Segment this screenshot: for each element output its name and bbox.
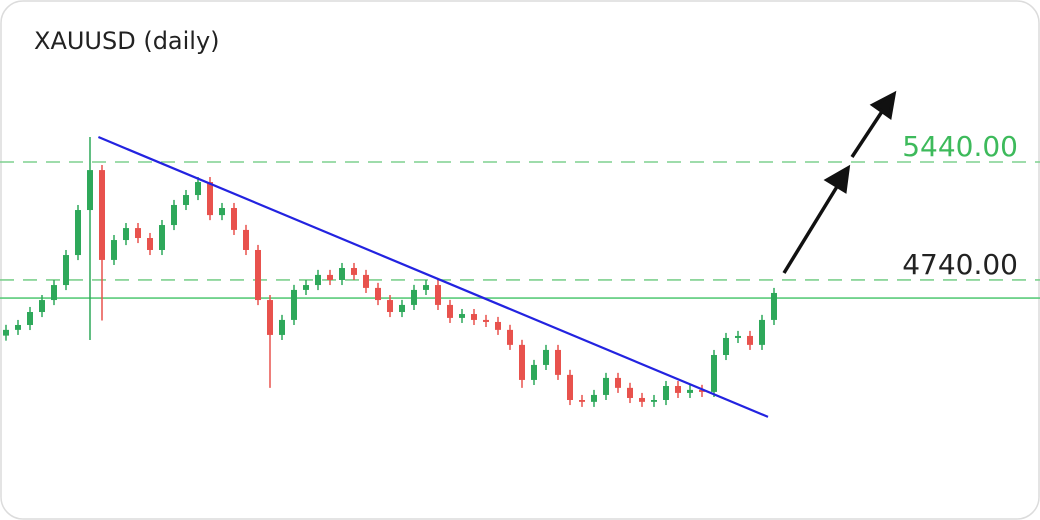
candle-body bbox=[267, 300, 273, 335]
candle-body bbox=[483, 319, 489, 322]
candle-body bbox=[507, 329, 513, 345]
candle-body bbox=[27, 312, 33, 325]
candle-body bbox=[423, 285, 429, 290]
candle-body bbox=[207, 182, 213, 216]
candle-body bbox=[171, 204, 177, 226]
candle-body bbox=[579, 400, 585, 402]
arrow-head bbox=[823, 164, 851, 194]
candle-body bbox=[303, 285, 309, 290]
candle-body bbox=[375, 287, 381, 301]
candle-body bbox=[15, 324, 21, 330]
candle-body bbox=[255, 249, 261, 301]
candle-body bbox=[567, 374, 573, 401]
candle-body bbox=[219, 208, 225, 216]
candle-body bbox=[699, 389, 705, 392]
candle-body bbox=[675, 386, 681, 393]
arrow-head bbox=[869, 90, 897, 121]
candle-body bbox=[603, 377, 609, 395]
candle-body bbox=[543, 349, 549, 365]
candles bbox=[3, 137, 777, 407]
candle-body bbox=[39, 300, 45, 313]
candle-body bbox=[87, 170, 93, 211]
candle-body bbox=[111, 240, 117, 260]
trendline bbox=[97, 136, 769, 418]
candle-body bbox=[327, 274, 333, 280]
levels bbox=[0, 161, 1040, 299]
candle-body bbox=[771, 292, 777, 320]
candle-body bbox=[243, 229, 249, 250]
candle-body bbox=[339, 268, 345, 280]
candle-body bbox=[195, 182, 201, 196]
candle-body bbox=[531, 364, 537, 380]
chart-title: XAUUSD (daily) bbox=[34, 27, 220, 55]
candle-body bbox=[639, 397, 645, 402]
candle-body bbox=[231, 208, 237, 230]
candle-body bbox=[471, 314, 477, 320]
candle-body bbox=[99, 170, 105, 260]
arrow-shaft bbox=[850, 109, 885, 158]
arrow-shaft bbox=[782, 184, 840, 274]
candle-body bbox=[495, 321, 501, 330]
candle-body bbox=[75, 210, 81, 256]
candle-body bbox=[51, 285, 57, 301]
candle-body bbox=[411, 289, 417, 305]
candle-body bbox=[135, 228, 141, 239]
candle-body bbox=[435, 285, 441, 305]
candle-body bbox=[459, 314, 465, 318]
arrows bbox=[782, 90, 897, 274]
level-label: 4740.00 bbox=[902, 248, 1018, 281]
level-label: 5440.00 bbox=[902, 130, 1018, 163]
candle-body bbox=[651, 400, 657, 402]
candle-body bbox=[291, 289, 297, 320]
candle-body bbox=[183, 195, 189, 205]
candle-body bbox=[399, 304, 405, 313]
candle-body bbox=[747, 335, 753, 345]
candle-body bbox=[351, 268, 357, 275]
candle-body bbox=[735, 335, 741, 338]
candle-body bbox=[363, 274, 369, 288]
trendline-group bbox=[97, 136, 769, 418]
candle-body bbox=[723, 337, 729, 355]
candle-body bbox=[591, 394, 597, 402]
candle-body bbox=[447, 304, 453, 318]
candle-body bbox=[759, 319, 765, 345]
candle-body bbox=[279, 319, 285, 335]
candle-body bbox=[615, 377, 621, 388]
candle-body bbox=[519, 344, 525, 380]
candle-body bbox=[387, 300, 393, 313]
candle-body bbox=[63, 255, 69, 286]
candle-body bbox=[687, 389, 693, 393]
candle-body bbox=[555, 349, 561, 375]
level-labels: 5440.00 4740.00 bbox=[902, 130, 1018, 281]
candle-body bbox=[711, 354, 717, 392]
candle-body bbox=[663, 386, 669, 401]
candle-body bbox=[159, 225, 165, 250]
candle-body bbox=[627, 387, 633, 398]
candle-body bbox=[3, 329, 9, 336]
candle-body bbox=[315, 274, 321, 286]
candle-body bbox=[147, 238, 153, 250]
candle-body bbox=[123, 228, 129, 241]
